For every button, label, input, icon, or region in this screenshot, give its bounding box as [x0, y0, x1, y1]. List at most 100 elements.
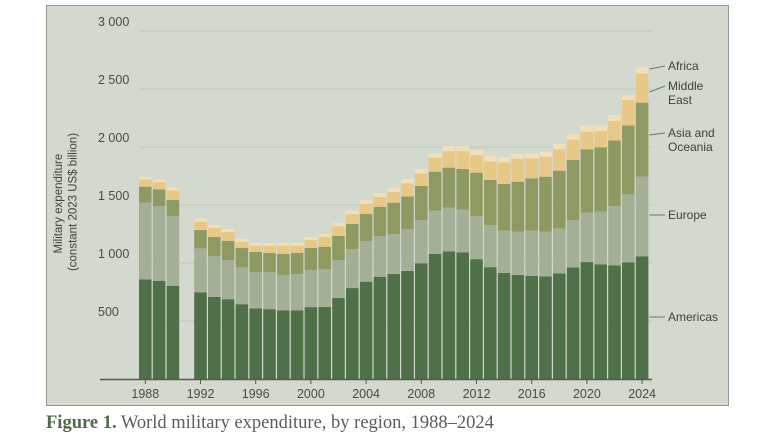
bar-segment-americas	[580, 262, 594, 379]
y-tick-label: 500	[98, 305, 119, 319]
bar-segment-middle-east	[484, 161, 497, 180]
bar-2007	[401, 179, 414, 379]
legend-label-line: Africa	[668, 59, 699, 73]
bar-segment-asia-and-oceania	[318, 246, 331, 270]
bar-segment-asia-and-oceania	[553, 170, 566, 229]
bar-segment-europe	[194, 248, 207, 293]
bar-segment-africa	[387, 187, 400, 193]
bar-segment-middle-east	[401, 183, 414, 197]
bar-segment-europe	[594, 211, 607, 265]
legend: Americas Europe Asia and Oceania Middle East A…	[649, 59, 718, 324]
bar-segment-asia-and-oceania	[373, 206, 387, 236]
x-tick-label: 1992	[187, 387, 215, 401]
bar-2001	[318, 234, 331, 379]
bar-segment-africa	[580, 125, 594, 132]
bar-segment-europe	[304, 269, 318, 308]
legend-label-europe: Europe	[668, 208, 707, 222]
y-tick-label: 2 000	[98, 131, 129, 145]
bar-2021	[594, 125, 607, 379]
bar-segment-middle-east	[221, 231, 235, 241]
bar-1992	[194, 218, 207, 379]
bar-segment-africa	[194, 218, 207, 222]
bar-segment-americas	[221, 299, 235, 379]
bar-segment-americas	[249, 308, 262, 379]
bar-segment-africa	[318, 234, 331, 238]
bar-segment-americas	[539, 276, 552, 379]
bar-segment-asia-and-oceania	[442, 167, 456, 208]
bar-segment-europe	[428, 210, 442, 254]
bar-segment-middle-east	[235, 241, 249, 249]
figure-number: Figure 1.	[46, 413, 117, 433]
bar-2002	[332, 222, 345, 379]
bar-segment-asia-and-oceania	[346, 224, 359, 249]
bar-segment-middle-east	[470, 155, 483, 173]
bar-segment-americas	[208, 296, 221, 379]
bar-segment-middle-east	[152, 182, 166, 190]
bar-segment-europe	[346, 248, 359, 289]
figure-caption: Figure 1. World military expenditure, by…	[46, 410, 494, 436]
bar-segment-middle-east	[511, 158, 525, 182]
bar-segment-africa	[221, 229, 235, 232]
bar-segment-europe	[442, 207, 456, 252]
bar-segment-europe	[249, 272, 262, 309]
bar-segment-africa	[470, 150, 483, 156]
bar-2016	[525, 153, 538, 379]
legend-leader-line	[649, 85, 666, 93]
bar-2000	[304, 237, 318, 379]
bar-segment-middle-east	[359, 203, 373, 215]
bar-segment-africa	[553, 143, 566, 150]
x-tick-label: 1996	[242, 387, 270, 401]
bar-segment-americas	[290, 310, 304, 379]
bar-segment-middle-east	[415, 173, 428, 186]
bar-segment-asia-and-oceania	[277, 254, 290, 275]
bar-segment-asia-and-oceania	[290, 253, 304, 275]
bar-segment-americas	[442, 251, 456, 379]
bar-segment-asia-and-oceania	[359, 214, 373, 241]
bar-segment-middle-east	[594, 131, 607, 148]
bar-segment-europe	[525, 230, 538, 276]
bar-2017	[539, 151, 552, 379]
legend-label-line: East	[668, 93, 693, 107]
bar-segment-asia-and-oceania	[221, 240, 235, 260]
bar-segment-europe	[497, 230, 511, 273]
bar-segment-middle-east	[290, 245, 304, 254]
bar-segment-europe	[208, 256, 221, 297]
bar-segment-europe	[332, 259, 345, 299]
bar-segment-africa	[139, 176, 152, 180]
bar-segment-americas	[415, 263, 428, 379]
bar-segment-europe	[263, 272, 276, 310]
bar-segment-americas	[566, 267, 580, 379]
bar-2008	[415, 169, 428, 379]
legend-label-asia-and-oceania: Asia and Oceania	[668, 126, 715, 154]
bar-segment-europe	[580, 212, 594, 263]
bar-segment-europe	[566, 219, 580, 268]
bar-segment-europe	[553, 228, 566, 274]
bar-2006	[387, 187, 400, 379]
bar-segment-asia-and-oceania	[566, 159, 580, 220]
bar-segment-americas	[456, 252, 469, 379]
bar-2003	[346, 210, 359, 379]
x-tick-label: 2012	[463, 387, 491, 401]
bar-segment-africa	[401, 179, 414, 184]
bar-segment-asia-and-oceania	[387, 202, 400, 234]
y-axis-label: Military expenditure (constant 2023 US$ …	[53, 133, 80, 271]
legend-label-line: Americas	[668, 310, 718, 324]
bar-segment-europe	[152, 206, 166, 281]
bar-segment-middle-east	[139, 179, 152, 187]
bar-segment-middle-east	[539, 156, 552, 177]
bar-segment-africa	[290, 243, 304, 246]
bar-segment-americas	[484, 267, 497, 379]
bar-segment-americas	[166, 285, 180, 379]
bar-segment-middle-east	[442, 151, 456, 168]
bar-segment-americas	[401, 270, 414, 379]
bar-segment-asia-and-oceania	[497, 184, 511, 231]
y-axis-ticks: 500 1 000 1 500 2 000 2 500 3 000	[98, 15, 129, 319]
bar-2015	[511, 153, 525, 379]
bar-segment-africa	[332, 222, 345, 227]
bar-segment-middle-east	[346, 214, 359, 225]
bar-segment-middle-east	[208, 227, 221, 238]
bar-segment-africa	[539, 151, 552, 157]
bar-segment-middle-east	[263, 245, 276, 254]
bar-segment-middle-east	[332, 226, 345, 236]
bar-segment-europe	[166, 216, 180, 286]
